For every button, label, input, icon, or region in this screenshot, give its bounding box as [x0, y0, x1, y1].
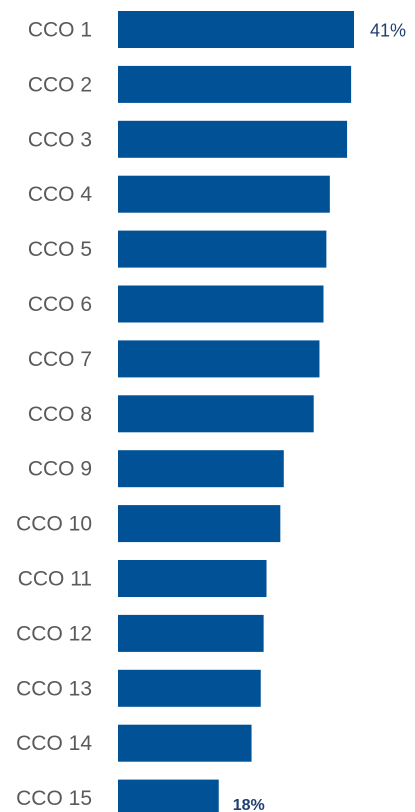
category-label: CCO 11 — [18, 568, 92, 591]
category-label: CCO 12 — [16, 622, 92, 645]
category-label: CCO 14 — [16, 732, 92, 755]
bar — [118, 560, 267, 597]
category-label: CCO 15 — [16, 787, 92, 810]
bar — [118, 395, 314, 433]
bar — [118, 65, 352, 103]
category-label: CCO 3 — [28, 128, 92, 151]
category-label: CCO 4 — [28, 183, 93, 206]
bar — [118, 120, 348, 158]
bar — [118, 614, 264, 652]
bar — [118, 230, 327, 268]
bar — [118, 175, 330, 213]
category-label: CCO 13 — [16, 677, 92, 700]
category-label: CCO 7 — [28, 348, 92, 371]
bar — [118, 779, 219, 812]
data-label: 18% — [233, 797, 265, 812]
category-label: CCO 5 — [28, 238, 92, 261]
bar — [118, 340, 320, 378]
category-label: CCO 10 — [16, 513, 92, 536]
bar — [118, 285, 324, 323]
category-label: CCO 8 — [28, 403, 92, 426]
category-label: CCO 2 — [28, 73, 92, 96]
bar — [118, 669, 261, 707]
category-label: CCO 6 — [28, 293, 92, 316]
category-label: CCO 9 — [28, 458, 92, 481]
bar — [118, 505, 281, 543]
bar — [118, 11, 354, 48]
data-label: 41% — [370, 21, 406, 41]
category-label: CCO 1 — [28, 19, 92, 42]
bar — [118, 724, 252, 762]
bar — [118, 450, 284, 488]
